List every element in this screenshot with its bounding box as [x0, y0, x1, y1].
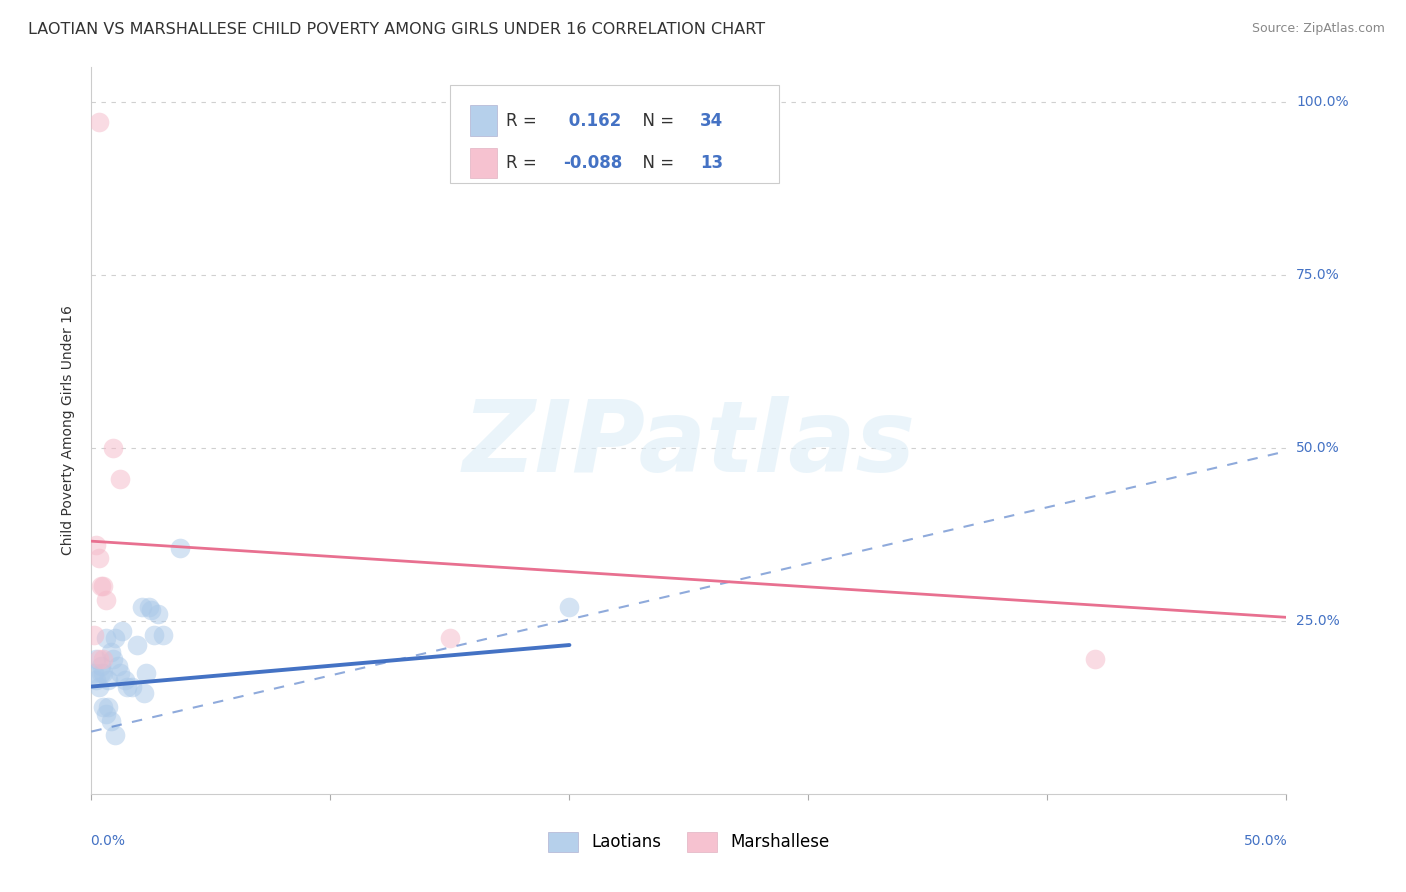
Point [138, 599, 160, 614]
Point [107, 658, 129, 673]
Point [97, 700, 120, 714]
Point [104, 631, 127, 645]
Point [111, 624, 134, 639]
Point [90, 658, 112, 673]
Text: R =: R = [506, 112, 547, 129]
Text: LAOTIAN VS MARSHALLESE CHILD POVERTY AMONG GIRLS UNDER 16 CORRELATION CHART: LAOTIAN VS MARSHALLESE CHILD POVERTY AMO… [28, 22, 765, 37]
Text: R =: R = [506, 154, 547, 172]
Point [94, 707, 117, 722]
Point [108, 472, 131, 486]
Point [439, 631, 461, 645]
Point [101, 652, 124, 666]
Point [100, 645, 122, 659]
Text: 0.162: 0.162 [564, 112, 621, 129]
Point [152, 627, 174, 641]
Point [100, 714, 122, 728]
Point [87, 115, 110, 129]
Legend: Laotians, Marshallese: Laotians, Marshallese [541, 826, 837, 858]
Text: Source: ZipAtlas.com: Source: ZipAtlas.com [1251, 22, 1385, 36]
Point [169, 541, 191, 555]
Point [148, 607, 170, 621]
Text: 34: 34 [700, 112, 723, 129]
Point [142, 627, 165, 641]
Point [90, 665, 112, 680]
Point [93, 579, 114, 593]
Point [1084, 652, 1107, 666]
Point [97, 673, 120, 687]
Text: 0.0%: 0.0% [90, 834, 125, 848]
Text: N =: N = [631, 112, 679, 129]
Point [93, 652, 114, 666]
Text: 50.0%: 50.0% [1296, 441, 1340, 455]
Point [93, 700, 114, 714]
Point [94, 631, 117, 645]
Point [108, 665, 131, 680]
Point [558, 599, 581, 614]
Text: ZIPatlas: ZIPatlas [463, 396, 915, 493]
FancyBboxPatch shape [470, 105, 496, 136]
Point [84, 673, 107, 687]
Text: N =: N = [631, 154, 679, 172]
Point [125, 638, 148, 652]
FancyBboxPatch shape [470, 148, 496, 178]
Point [84, 652, 107, 666]
Point [132, 686, 155, 700]
Point [101, 441, 124, 455]
Point [115, 680, 138, 694]
Text: 75.0%: 75.0% [1296, 268, 1340, 282]
FancyBboxPatch shape [450, 85, 779, 183]
Point [94, 593, 117, 607]
Text: -0.088: -0.088 [564, 154, 623, 172]
Point [114, 673, 136, 687]
Text: 50.0%: 50.0% [1244, 834, 1288, 848]
Point [121, 680, 143, 694]
Y-axis label: Child Poverty Among Girls Under 16: Child Poverty Among Girls Under 16 [62, 305, 76, 556]
Point [141, 603, 162, 617]
Point [87, 680, 110, 694]
Point [83, 665, 105, 680]
Point [87, 652, 110, 666]
Point [87, 551, 110, 566]
Point [135, 665, 157, 680]
Text: 13: 13 [700, 154, 723, 172]
Point [104, 728, 127, 742]
Point [84, 538, 107, 552]
Point [131, 599, 153, 614]
Point [93, 665, 114, 680]
Text: 100.0%: 100.0% [1296, 95, 1348, 109]
Point [83, 627, 105, 641]
Point [90, 579, 112, 593]
Text: 25.0%: 25.0% [1296, 614, 1340, 628]
